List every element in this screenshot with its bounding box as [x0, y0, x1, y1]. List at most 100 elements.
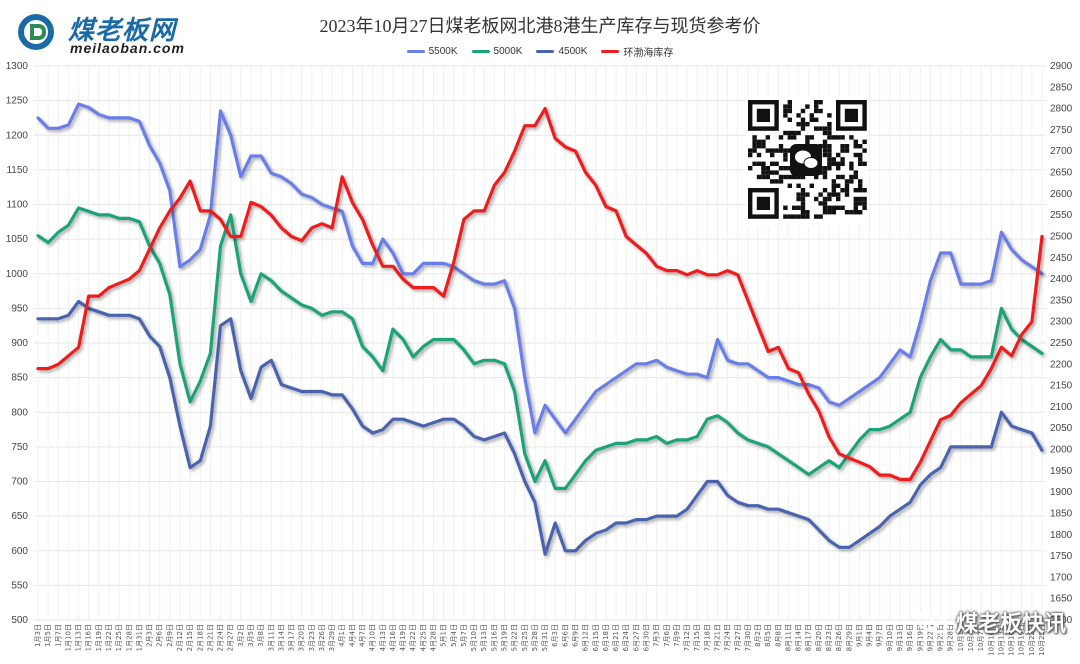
- qr-module: [831, 179, 836, 184]
- qr-module: [783, 214, 788, 219]
- x-tick-label: 5月31日: [541, 624, 549, 651]
- legend-item[interactable]: 环渤海库存: [601, 44, 673, 59]
- x-tick-label: 5月19日: [501, 624, 509, 651]
- qr-module: [858, 144, 863, 149]
- x-tick-label: 7月6日: [663, 624, 671, 647]
- qr-module: [805, 104, 810, 109]
- qr-module: [836, 183, 841, 188]
- qr-module: [809, 183, 814, 188]
- series-line-5000K: [36, 206, 1044, 490]
- x-tick-label: 6月6日: [561, 624, 569, 647]
- x-tick-label: 4月19日: [399, 624, 407, 651]
- qr-module: [831, 205, 836, 210]
- qr-module: [827, 166, 832, 171]
- x-tick-label: 4月1日: [338, 624, 346, 647]
- qr-module: [756, 144, 762, 149]
- qr-module: [818, 108, 823, 114]
- x-tick-label: 4月16日: [389, 624, 397, 651]
- qr-module: [765, 166, 770, 171]
- qr-module: [792, 130, 797, 136]
- qr-module: [858, 188, 863, 193]
- qr-module: [827, 210, 832, 215]
- y-left-tick-label: 1200: [6, 130, 29, 141]
- x-tick-label: 6月24日: [622, 624, 630, 651]
- qr-module: [822, 170, 828, 175]
- qr-module: [800, 192, 806, 197]
- x-tick-label: 10月7日: [977, 624, 985, 651]
- grid: [34, 65, 1046, 621]
- qr-module: [761, 161, 766, 166]
- qr-module: [844, 144, 850, 149]
- x-tick-label: 2月24日: [217, 624, 225, 651]
- qr-module: [831, 183, 836, 188]
- qr-module: [800, 214, 806, 219]
- x-tick-label: 10月25日: [1038, 624, 1046, 656]
- y-left-tick-label: 550: [11, 580, 28, 591]
- qr-module: [827, 148, 832, 153]
- qr-module: [827, 113, 832, 118]
- qr-module: [796, 113, 801, 118]
- qr-module: [827, 144, 832, 149]
- wechat-icon: [916, 609, 949, 634]
- qr-module: [849, 210, 854, 215]
- watermark: 煤老板快讯: [916, 606, 1066, 638]
- x-tick-label: 5月22日: [511, 624, 519, 651]
- qr-module: [774, 179, 779, 184]
- y-right-tick-label: 1750: [1050, 551, 1073, 562]
- qr-module: [800, 122, 806, 127]
- x-tick-label: 1月7日: [54, 624, 62, 647]
- legend-item[interactable]: 5500K: [406, 44, 458, 59]
- x-tick-label: 7月12日: [683, 624, 691, 651]
- x-tick-label: 8月2日: [754, 624, 762, 647]
- y-left-tick-label: 1300: [6, 61, 29, 72]
- qr-module: [853, 205, 858, 210]
- qr-module: [862, 161, 867, 166]
- qr-module: [752, 144, 757, 149]
- qr-module: [796, 192, 801, 197]
- qr-module: [783, 113, 788, 118]
- qr-module: [756, 174, 762, 180]
- qr-module: [840, 188, 845, 193]
- x-tick-label: 3月2日: [237, 624, 245, 647]
- qr-module: [805, 214, 810, 219]
- qr-module: [827, 126, 832, 131]
- qr-module: [844, 210, 850, 215]
- qr-module: [800, 108, 806, 114]
- qr-module: [853, 196, 858, 202]
- logo-text-cn: 煤老板网: [68, 16, 177, 46]
- qr-module: [853, 144, 858, 149]
- y-left-tick-label: 600: [11, 546, 28, 557]
- x-tick-label: 10月10日: [987, 624, 995, 656]
- x-tick-label: 7月15日: [693, 624, 701, 651]
- x-tick-label: 6月18日: [602, 624, 610, 651]
- qr-module: [844, 148, 850, 153]
- qr-finder-core: [756, 196, 770, 210]
- qr-module: [840, 135, 845, 140]
- x-tick-label: 8月8日: [774, 624, 782, 647]
- y-right-tick-label: 2550: [1050, 210, 1073, 221]
- x-tick-label: 9月13日: [896, 624, 904, 651]
- qr-module: [849, 166, 854, 171]
- chart-legend: 5500K 5000K 4500K 环渤海库存: [0, 44, 1080, 59]
- y-left-tick-label: 1000: [6, 269, 29, 280]
- x-tick-label: 4月4日: [348, 624, 356, 647]
- x-tick-label: 5月4日: [450, 624, 458, 647]
- qr-module: [756, 161, 762, 166]
- qr-module: [822, 188, 828, 193]
- qr-module: [862, 201, 867, 206]
- qr-finder-core: [844, 108, 858, 122]
- qr-module: [814, 108, 819, 114]
- legend-item[interactable]: 4500K: [536, 44, 587, 59]
- x-tick-label: 10月13日: [997, 624, 1005, 656]
- legend-item[interactable]: 5000K: [471, 44, 522, 59]
- qr-module: [783, 152, 788, 158]
- x-tick-label: 3月8日: [257, 624, 265, 647]
- qr-module: [836, 166, 841, 171]
- qr-module: [844, 179, 850, 184]
- x-tick-label: 3月26日: [318, 624, 326, 651]
- qr-module: [822, 205, 828, 210]
- qr-module: [862, 196, 867, 202]
- qr-module: [765, 170, 770, 175]
- qr-module: [796, 122, 801, 127]
- qr-module: [792, 214, 797, 219]
